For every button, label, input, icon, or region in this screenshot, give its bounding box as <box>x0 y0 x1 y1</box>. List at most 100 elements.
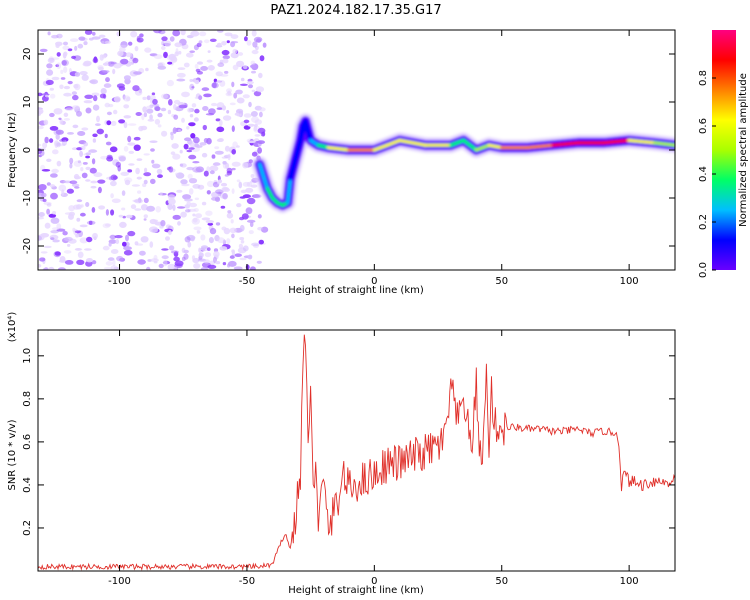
snr-y-tick-label: 0.2 <box>22 520 33 536</box>
noise-blob <box>67 80 73 85</box>
noise-blob <box>50 230 59 234</box>
noise-blob <box>123 75 131 81</box>
noise-blob <box>180 211 187 218</box>
noise-blob <box>181 183 190 187</box>
noise-blob <box>41 192 47 198</box>
noise-blob <box>76 217 81 222</box>
noise-blob <box>109 234 117 240</box>
noise-blob <box>49 138 54 143</box>
noise-blob <box>257 147 262 154</box>
noise-blob <box>207 65 215 71</box>
noise-blob <box>192 217 198 223</box>
noise-blob <box>43 119 49 126</box>
noise-blob <box>76 110 82 117</box>
noise-blob <box>100 155 109 160</box>
noise-blob <box>38 235 42 241</box>
noise-blob <box>79 71 88 76</box>
noise-blob <box>90 185 97 189</box>
noise-blob <box>119 44 128 49</box>
noise-blob <box>203 138 209 143</box>
noise-blob <box>50 173 58 178</box>
noise-blob <box>167 61 173 65</box>
noise-blob <box>136 176 142 180</box>
noise-blob <box>139 250 146 256</box>
noise-blob <box>215 189 224 194</box>
noise-blob <box>52 227 60 231</box>
noise-blob <box>222 161 227 165</box>
snr-x-tick-label: -100 <box>108 576 131 587</box>
noise-blob <box>172 204 176 211</box>
noise-blob <box>211 196 220 201</box>
noise-blob <box>226 40 230 44</box>
noise-blob <box>198 252 204 258</box>
trace-segment <box>258 162 269 190</box>
noise-blob <box>157 65 167 70</box>
noise-blob <box>63 250 72 254</box>
noise-blob <box>144 47 152 53</box>
spectrogram-x-label: Height of straight line (km) <box>288 285 424 296</box>
noise-blob <box>68 205 75 212</box>
noise-blob <box>236 203 242 208</box>
noise-blob <box>135 112 142 116</box>
noise-blob <box>236 97 245 104</box>
noise-blob <box>91 36 101 40</box>
noise-blob <box>100 88 107 95</box>
noise-blob <box>121 190 126 196</box>
noise-blob <box>145 67 149 72</box>
noise-blob <box>250 266 256 270</box>
noise-blob <box>193 208 199 212</box>
noise-blob <box>149 241 154 248</box>
noise-blob <box>173 266 178 270</box>
noise-blob <box>81 127 89 131</box>
noise-blob <box>44 136 49 144</box>
noise-blob <box>127 135 132 143</box>
noise-blob <box>190 133 196 139</box>
noise-blob <box>50 217 60 224</box>
noise-blob <box>54 251 61 256</box>
noise-blob <box>215 222 221 226</box>
noise-blob <box>46 182 51 186</box>
noise-blob <box>151 163 161 169</box>
noise-blob <box>131 184 140 187</box>
noise-blob <box>127 142 136 146</box>
noise-blob <box>62 231 68 236</box>
noise-blob <box>186 52 194 58</box>
noise-blob <box>108 242 112 247</box>
noise-blob <box>139 33 144 38</box>
noise-blob <box>189 79 194 82</box>
noise-blob <box>250 174 255 178</box>
noise-blob <box>247 254 253 260</box>
noise-blob <box>177 129 182 132</box>
noise-blob <box>77 131 86 136</box>
noise-blob <box>105 77 110 83</box>
noise-blob <box>190 143 196 148</box>
noise-blob <box>99 93 106 99</box>
noise-blob <box>162 259 168 267</box>
noise-blob <box>55 41 63 46</box>
noise-blob <box>199 31 207 37</box>
noise-blob <box>66 188 74 194</box>
noise-blob <box>91 92 100 97</box>
noise-blob <box>150 258 159 262</box>
noise-blob <box>188 178 198 184</box>
noise-blob <box>83 41 88 46</box>
noise-blob <box>38 184 47 191</box>
noise-blob <box>84 30 93 35</box>
trace-segment <box>487 143 504 150</box>
noise-blob <box>194 197 200 201</box>
noise-blob <box>161 248 169 251</box>
noise-blob <box>138 125 144 132</box>
noise-blob <box>222 58 229 64</box>
noise-blob <box>133 144 141 151</box>
noise-blob <box>229 227 237 234</box>
noise-blob <box>81 74 89 81</box>
noise-blob <box>64 236 73 242</box>
noise-blob <box>186 201 191 205</box>
spectrogram-x-tick-label: -100 <box>108 276 131 287</box>
noise-blob <box>179 149 183 154</box>
trace-segment <box>551 141 580 147</box>
noise-blob <box>77 43 84 49</box>
noise-blob <box>59 84 64 90</box>
noise-blob <box>212 82 217 89</box>
noise-blob <box>186 166 194 171</box>
